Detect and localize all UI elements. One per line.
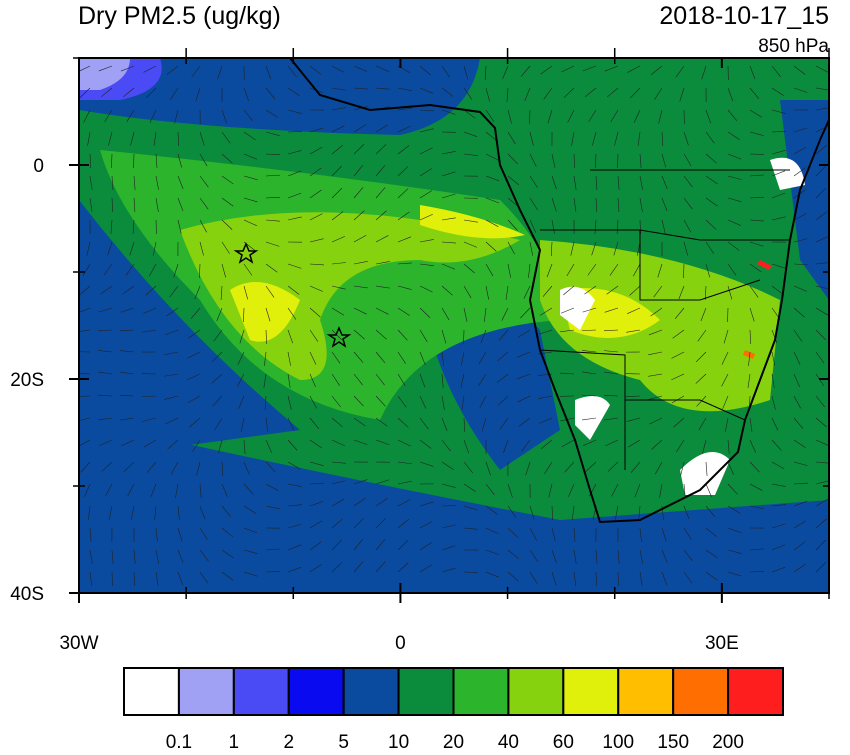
colorbar-box [399,668,454,715]
colorbar-label: 60 [553,732,574,750]
colorbar-box [344,668,399,715]
colorbar-label: 2 [283,732,294,750]
colorbar-box [508,668,563,715]
colorbar-label: 40 [498,732,519,750]
colorbar-box [618,668,673,715]
x-tick-label: 30W [59,633,98,654]
colorbar-box [454,668,509,715]
colorbar-box [234,668,289,715]
y-tick-label: 40S [10,584,44,605]
pm25-field [79,58,829,593]
colorbar-label: 1 [229,732,240,750]
colorbar-box [673,668,728,715]
colorbar-label: 5 [338,732,349,750]
colorbar-box [728,668,783,715]
colorbar-label: 10 [388,732,409,750]
valid-time: 2018-10-17_15 [659,2,829,30]
colorbar-box [289,668,344,715]
x-tick-label: 30E [705,633,739,654]
colorbar-label: 100 [602,732,634,750]
x-tick-label: 0 [395,633,406,654]
colorbar-label: 0.1 [166,732,192,750]
colorbar: 0.1 1 2 5 10 20 40 60 100 150 200 [124,668,783,750]
title: Dry PM2.5 (ug/kg) [78,2,281,30]
colorbar-label: 150 [657,732,689,750]
y-tick-label: 0 [33,156,44,177]
y-tick-label: 20S [10,370,44,391]
colorbar-box [179,668,234,715]
colorbar-label: 20 [443,732,464,750]
colorbar-label: 200 [712,732,744,750]
colorbar-box [563,668,618,715]
colorbar-box [124,668,179,715]
level: 850 hPa [758,36,829,57]
